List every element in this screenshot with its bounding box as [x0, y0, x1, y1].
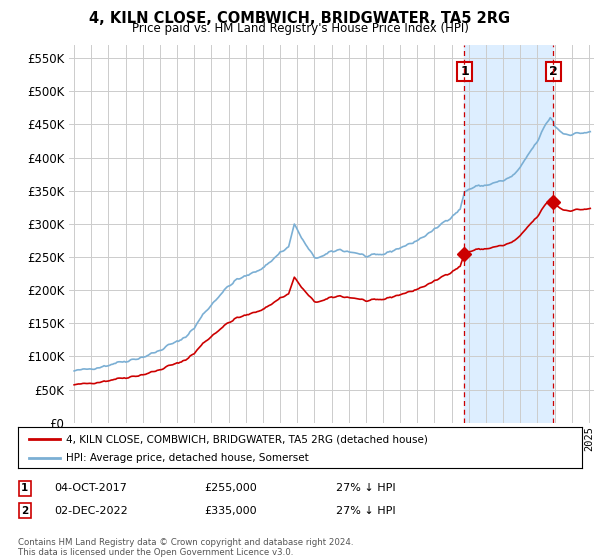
Text: Price paid vs. HM Land Registry's House Price Index (HPI): Price paid vs. HM Land Registry's House … — [131, 22, 469, 35]
Text: 04-OCT-2017: 04-OCT-2017 — [54, 483, 127, 493]
Text: HPI: Average price, detached house, Somerset: HPI: Average price, detached house, Some… — [66, 454, 308, 463]
Text: £255,000: £255,000 — [204, 483, 257, 493]
Bar — [464, 45, 553, 423]
Text: 4, KILN CLOSE, COMBWICH, BRIDGWATER, TA5 2RG: 4, KILN CLOSE, COMBWICH, BRIDGWATER, TA5… — [89, 11, 511, 26]
Text: Contains HM Land Registry data © Crown copyright and database right 2024.
This d: Contains HM Land Registry data © Crown c… — [18, 538, 353, 557]
Text: 27% ↓ HPI: 27% ↓ HPI — [336, 506, 395, 516]
Text: 2: 2 — [21, 506, 28, 516]
Text: 1: 1 — [21, 483, 28, 493]
Text: 2: 2 — [549, 65, 557, 78]
Text: 1: 1 — [460, 65, 469, 78]
Text: 02-DEC-2022: 02-DEC-2022 — [54, 506, 128, 516]
Text: 27% ↓ HPI: 27% ↓ HPI — [336, 483, 395, 493]
Text: 4, KILN CLOSE, COMBWICH, BRIDGWATER, TA5 2RG (detached house): 4, KILN CLOSE, COMBWICH, BRIDGWATER, TA5… — [66, 435, 428, 445]
Text: £335,000: £335,000 — [204, 506, 257, 516]
